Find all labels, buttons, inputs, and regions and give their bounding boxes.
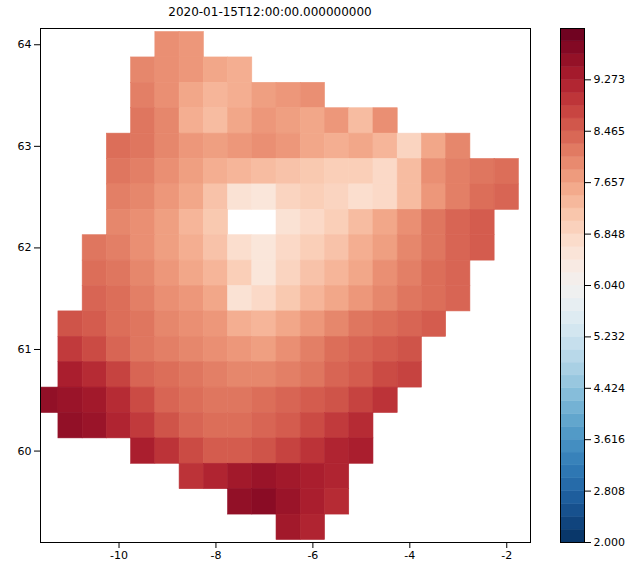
svg-text:63: 63 [18, 140, 32, 153]
svg-text:5.232: 5.232 [594, 330, 626, 343]
svg-text:-4: -4 [404, 549, 415, 562]
svg-text:62: 62 [18, 241, 32, 254]
svg-text:-2: -2 [501, 549, 512, 562]
svg-text:2.808: 2.808 [594, 485, 626, 498]
svg-text:7.657: 7.657 [594, 176, 626, 189]
svg-text:64: 64 [18, 38, 32, 51]
svg-text:61: 61 [18, 343, 32, 356]
svg-text:4.424: 4.424 [594, 382, 626, 395]
svg-text:9.273: 9.273 [594, 73, 626, 86]
svg-text:8.465: 8.465 [594, 125, 626, 138]
svg-text:3.616: 3.616 [594, 433, 626, 446]
svg-text:2.000: 2.000 [594, 536, 626, 549]
svg-text:6.848: 6.848 [594, 228, 626, 241]
svg-text:60: 60 [18, 445, 32, 458]
html-text:2020-01-15T12:00:00.000000000: 2020-01-15T12:00:00.000000000 [168, 5, 372, 19]
svg-text:-6: -6 [307, 549, 318, 562]
svg-text:6.040: 6.040 [594, 279, 626, 292]
svg-text:-8: -8 [210, 549, 221, 562]
svg-text:-10: -10 [110, 549, 128, 562]
